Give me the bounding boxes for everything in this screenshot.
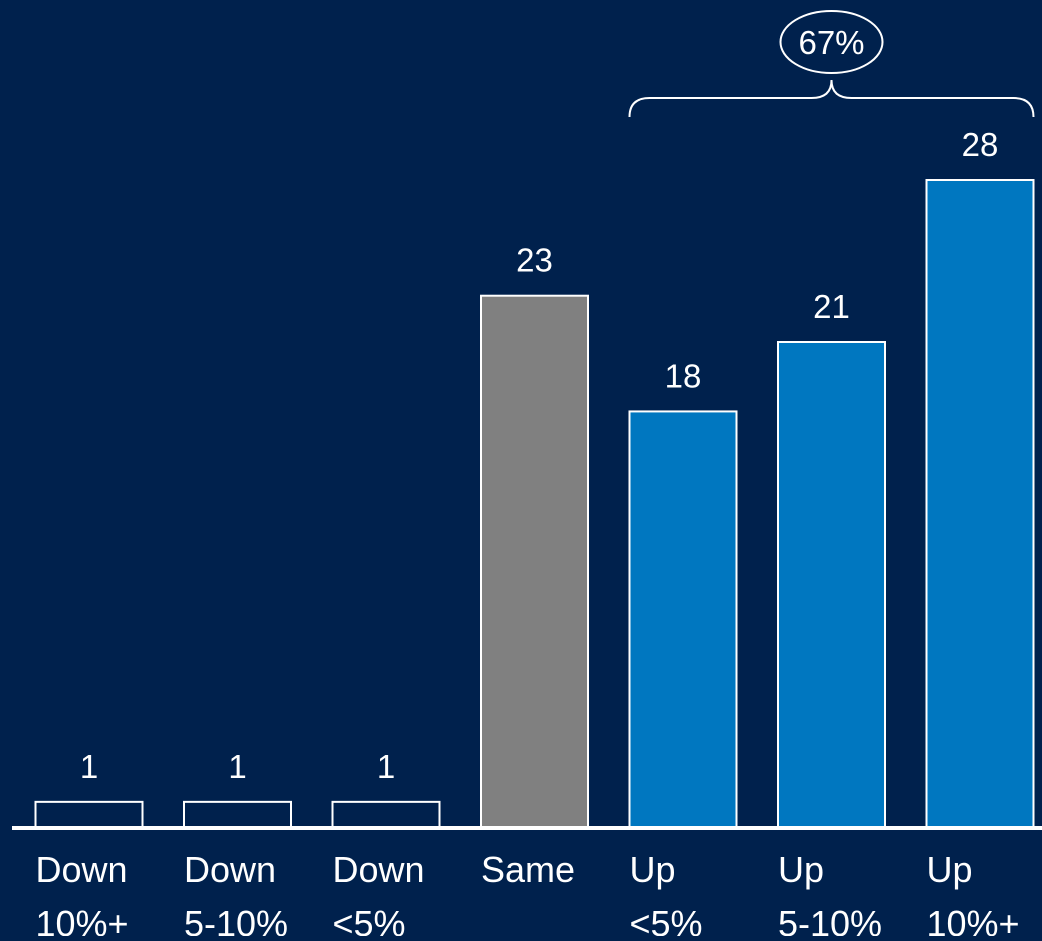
data-label-1: 1 <box>80 748 98 785</box>
data-label-5: 18 <box>665 357 702 394</box>
category-label-3-line-2: <5% <box>333 903 406 936</box>
annotation-brace <box>628 79 1035 118</box>
bar-3 <box>331 800 441 829</box>
category-label-5-line-2: <5% <box>630 903 703 936</box>
annotation-ellipse <box>779 10 884 74</box>
bar-6 <box>777 341 886 829</box>
bar-5 <box>628 410 738 829</box>
data-label-2: 1 <box>228 748 246 785</box>
bar-1 <box>34 800 144 829</box>
category-label-2-line-2: 5-10% <box>184 903 288 936</box>
category-label-1-line-2: 10%+ <box>36 903 129 936</box>
category-label-6-line-2: 5-10% <box>778 903 882 936</box>
data-label-7: 28 <box>962 126 999 163</box>
category-labels-layer: Down 10%+ Down 5-10% Down <5% Same Up <5% Up 5-10%… <box>36 849 1020 941</box>
category-label-7-line-2: 10%+ <box>927 903 1020 936</box>
data-label-6: 21 <box>813 288 850 325</box>
data-label-3: 1 <box>377 748 395 785</box>
category-label-2-line-1: Down <box>184 849 276 890</box>
bar-2 <box>183 800 292 829</box>
bars-layer <box>34 179 1035 829</box>
annotation-layer: 67% <box>628 10 1035 118</box>
annotation-label: 67% <box>798 24 864 61</box>
category-label-6-line-1: Up <box>778 849 824 890</box>
bar-7 <box>925 179 1035 829</box>
category-label-1-line-1: Down <box>36 849 128 890</box>
category-label-7-line-1: Up <box>927 849 973 890</box>
category-label-3-line-1: Down <box>333 849 425 890</box>
data-labels-layer: 1 1 1 23 18 21 28 <box>80 126 999 785</box>
bar-4 <box>480 294 589 829</box>
category-label-5-line-1: Up <box>630 849 676 890</box>
category-label-4-line-1: Same <box>481 849 575 890</box>
data-label-4: 23 <box>516 242 553 279</box>
